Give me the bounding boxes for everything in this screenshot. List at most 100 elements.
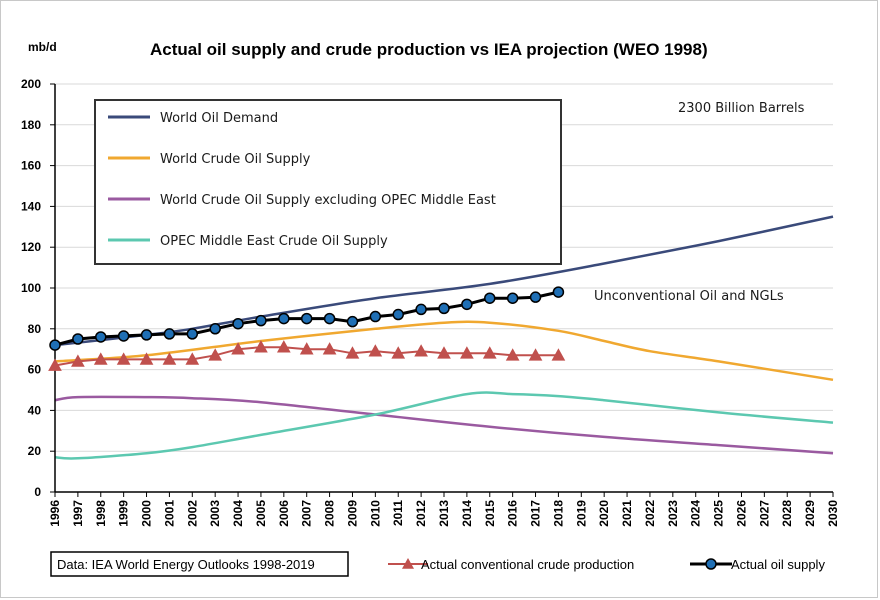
y-tick-label: 200 xyxy=(21,77,41,91)
data-point-actual-oil-supply xyxy=(461,298,473,311)
data-point-actual-conventional-crude-production xyxy=(276,340,291,353)
x-tick-label: 2005 xyxy=(254,500,268,527)
x-tick-label: 1998 xyxy=(94,500,108,527)
series-line-world-crude-oil-supply-excluding-opec-middle-east xyxy=(54,395,834,455)
data-point-actual-oil-supply xyxy=(49,339,61,351)
y-unit-label: mb/d xyxy=(28,40,57,54)
data-point-actual-conventional-crude-production xyxy=(254,340,268,353)
data-point-actual-conventional-crude-production xyxy=(414,344,428,357)
y-tick-label: 160 xyxy=(21,159,41,173)
data-point-actual-conventional-crude-production xyxy=(551,348,566,361)
data-point-actual-conventional-crude-production xyxy=(322,342,337,355)
y-tick-label: 60 xyxy=(28,363,42,377)
projection-legend: World Oil Demand World Crude Oil Supply Wo… xyxy=(108,111,496,249)
x-tick-label: 1996 xyxy=(48,500,62,527)
source-note: Data: IEA World Energy Outlooks 1998-201… xyxy=(57,557,315,572)
x-tick-label: 2027 xyxy=(757,500,771,527)
data-point-actual-conventional-crude-production xyxy=(71,354,85,367)
data-point-actual-oil-supply xyxy=(255,314,267,327)
y-tick-label: 100 xyxy=(21,281,41,295)
x-tick-label: 2025 xyxy=(712,500,726,527)
data-point-actual-conventional-crude-production xyxy=(208,348,223,361)
axes xyxy=(50,83,834,497)
x-tick-label: 2000 xyxy=(140,500,154,527)
data-point-actual-conventional-crude-production xyxy=(528,348,543,361)
data-point-actual-oil-supply xyxy=(484,292,496,304)
data-point-actual-conventional-crude-production xyxy=(299,342,314,355)
x-tick-label: 1999 xyxy=(117,500,131,527)
data-point-actual-oil-supply xyxy=(300,312,313,325)
legend-label-world-crude-oil-supply-excluding-opec-middle-east: World Crude Oil Supply excluding OPEC Mi… xyxy=(160,193,496,208)
x-tick-label: 2026 xyxy=(734,500,748,527)
x-tick-label: 2004 xyxy=(231,500,245,527)
data-point-actual-conventional-crude-production xyxy=(48,358,62,371)
x-tick-label: 2015 xyxy=(483,500,497,527)
data-point-actual-oil-supply xyxy=(323,312,336,325)
data-point-actual-conventional-crude-production xyxy=(368,344,383,357)
x-tick-label: 2018 xyxy=(551,500,565,527)
annotation-unconventional: Unconventional Oil and NGLs xyxy=(594,289,784,304)
x-tick-label: 2008 xyxy=(323,500,337,527)
data-point-actual-oil-supply xyxy=(163,328,176,340)
series-line-opec-middle-east-crude-oil-supply xyxy=(54,391,834,460)
data-point-actual-oil-supply xyxy=(186,328,199,340)
legend-label-world-crude-oil-supply: World Crude Oil Supply xyxy=(160,152,311,167)
data-point-actual-conventional-crude-production xyxy=(437,346,451,359)
x-tick-label: 1997 xyxy=(71,500,85,527)
legend-marker-actual-oil-supply xyxy=(705,558,717,570)
data-point-actual-conventional-crude-production xyxy=(391,346,406,359)
x-tick-label: 2012 xyxy=(414,500,428,527)
legend-label-opec-middle-east-crude-oil-supply: OPEC Middle East Crude Oil Supply xyxy=(160,234,388,249)
data-point-actual-oil-supply xyxy=(72,333,84,345)
data-point-actual-oil-supply xyxy=(392,308,404,321)
annotation-2300-billion-barrels: 2300 Billion Barrels xyxy=(678,101,805,116)
x-tick-label: 2028 xyxy=(780,500,794,527)
x-tick-label: 2001 xyxy=(162,500,176,527)
source-note-box xyxy=(50,551,349,577)
chart-title: Actual oil supply and crude production v… xyxy=(150,40,708,59)
y-tick-label: 140 xyxy=(21,199,41,213)
actual-series xyxy=(48,286,566,371)
data-point-actual-conventional-crude-production xyxy=(93,352,108,365)
actual-legend: Actual conventional crude production Actu… xyxy=(388,557,825,572)
x-tick-label: 2011 xyxy=(391,500,405,526)
data-point-actual-oil-supply xyxy=(552,286,565,298)
y-tick-label: 180 xyxy=(21,118,41,132)
data-point-actual-oil-supply xyxy=(140,329,153,341)
x-tick-label: 2007 xyxy=(300,500,314,527)
projection-legend-box xyxy=(94,99,562,265)
x-tick-label: 2022 xyxy=(643,500,657,527)
x-tick-label: 2014 xyxy=(460,500,474,527)
legend-label-actual-oil-supply: Actual oil supply xyxy=(731,557,825,572)
x-tick-label: 2029 xyxy=(803,500,817,527)
x-tick-label: 2023 xyxy=(666,500,680,527)
y-tick-label: 20 xyxy=(28,444,42,458)
y-axis-ticks: 0 20 40 60 80 100 120 140 160 180 200 xyxy=(21,77,41,499)
data-point-actual-conventional-crude-production xyxy=(505,348,520,361)
x-axis-ticks: 1996 1997 1998 1999 2000 2001 2002 2003 2004 2005… xyxy=(48,500,840,527)
legend-label-actual-conventional-crude-production: Actual conventional crude production xyxy=(421,557,634,572)
data-point-actual-conventional-crude-production xyxy=(116,352,131,365)
data-point-actual-oil-supply xyxy=(438,302,450,315)
x-tick-label: 2020 xyxy=(597,500,611,527)
data-point-actual-conventional-crude-production xyxy=(231,342,245,355)
legend-label-world-oil-demand: World Oil Demand xyxy=(160,111,278,126)
x-tick-label: 2009 xyxy=(345,500,359,527)
x-tick-label: 2016 xyxy=(506,500,520,527)
y-tick-label: 0 xyxy=(34,485,41,499)
data-point-actual-oil-supply xyxy=(117,330,130,342)
x-tick-label: 2010 xyxy=(368,500,382,527)
data-point-actual-conventional-crude-production xyxy=(345,346,360,359)
y-tick-label: 80 xyxy=(28,322,42,336)
data-point-actual-conventional-crude-production xyxy=(482,346,497,359)
x-tick-label: 2030 xyxy=(826,500,840,527)
data-point-actual-oil-supply xyxy=(369,310,382,323)
data-point-actual-conventional-crude-production xyxy=(460,346,474,359)
data-point-actual-oil-supply xyxy=(232,317,244,330)
data-point-actual-conventional-crude-production xyxy=(139,352,154,365)
data-point-actual-conventional-crude-production xyxy=(162,352,177,365)
legend-marker-actual-conventional-crude-production xyxy=(402,558,414,569)
x-tick-label: 2006 xyxy=(277,500,291,527)
